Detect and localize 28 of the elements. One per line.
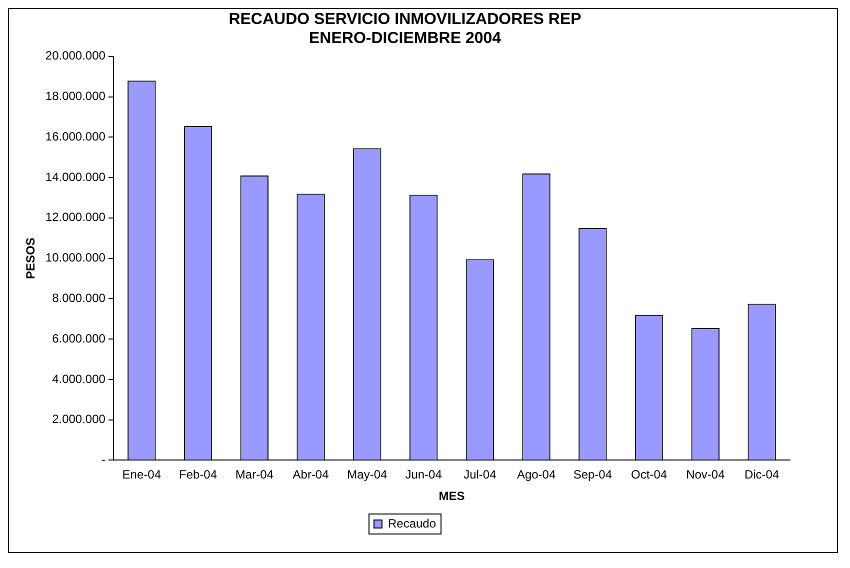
y-axis-title: PESOS [24, 238, 38, 279]
y-tick-label: 16.000.000 [45, 129, 106, 144]
y-tick-label: 2.000.000 [52, 412, 106, 426]
y-tick-label: 10.000.000 [45, 250, 106, 265]
y-tick-label: 4.000.000 [52, 372, 106, 386]
y-tick-label: - [101, 452, 106, 467]
text: ENERO-DICIEMBRE 2004 [308, 30, 502, 48]
y-tick-label: 8.000.000 [52, 290, 106, 305]
y-tick-label: 20.000.000 [45, 48, 106, 63]
x-tick-label: Feb-04 [179, 468, 218, 482]
x-tick-label: Oct-04 [631, 468, 668, 482]
x-tick-label: Jul-04 [464, 468, 497, 482]
x-tick-label: May-04 [347, 468, 388, 482]
x-tick-label: Jun-04 [405, 468, 442, 482]
x-axis-title: MES [438, 489, 465, 504]
y-tick-label: 12.000.000 [45, 210, 106, 224]
x-tick-label: Dic-04 [744, 468, 780, 482]
text: RECAUDO SERVICIO INMOVILIZADORES REP [228, 11, 582, 28]
x-tick-label: Ago-04 [516, 468, 556, 482]
x-tick-label: Nov-04 [686, 468, 726, 482]
y-tick-label: 18.000.000 [45, 89, 106, 104]
x-tick-label: Ene-04 [122, 468, 162, 482]
legend-label: Recaudo [388, 516, 436, 530]
x-tick-label: Abr-04 [292, 468, 330, 482]
y-tick-label: 14.000.000 [45, 170, 106, 184]
x-tick-label: Sep-04 [573, 468, 612, 482]
x-tick-label: Mar-04 [235, 468, 274, 482]
y-tick-label: 6.000.000 [52, 331, 106, 346]
